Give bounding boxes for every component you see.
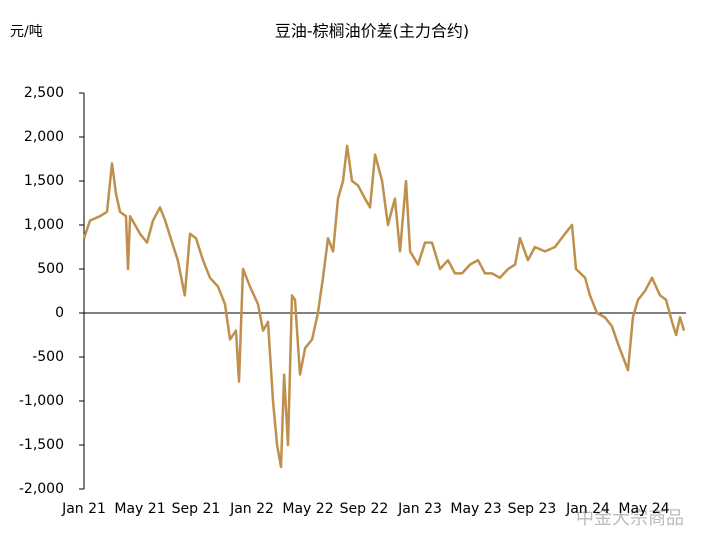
x-tick-label: Jan 23 (397, 501, 442, 517)
y-tick-label: 0 (55, 305, 64, 321)
y-tick-label: 2,500 (24, 85, 64, 101)
y-axis-unit: 元/吨 (10, 24, 43, 40)
y-tick-label: -1,000 (19, 393, 64, 409)
x-tick-label: Sep 22 (340, 501, 389, 517)
x-tick-label: May 21 (114, 501, 165, 517)
y-tick-label: 2,000 (24, 129, 64, 145)
y-tick-label: -500 (32, 349, 64, 365)
watermark: 中金大宗商品 (576, 508, 684, 529)
y-tick-label: -1,500 (19, 437, 64, 453)
x-tick-label: Sep 23 (508, 501, 557, 517)
series-line (82, 144, 686, 469)
y-tick-label: 500 (37, 261, 64, 277)
x-tick-label: May 24 (618, 501, 669, 517)
y-tick-label: -2,000 (19, 481, 64, 497)
y-tick-label: 1,000 (24, 217, 64, 233)
x-tick-label: May 22 (282, 501, 333, 517)
chart-title: 豆油-棕榈油价差(主力合约) (275, 22, 469, 41)
y-tick-label: 1,500 (24, 173, 64, 189)
x-tick-label: Sep 21 (172, 501, 221, 517)
x-tick-label: Jan 22 (229, 501, 274, 517)
x-tick-label: May 23 (450, 501, 501, 517)
x-tick-label: Jan 24 (565, 501, 610, 517)
x-tick-label: Jan 21 (61, 501, 106, 517)
